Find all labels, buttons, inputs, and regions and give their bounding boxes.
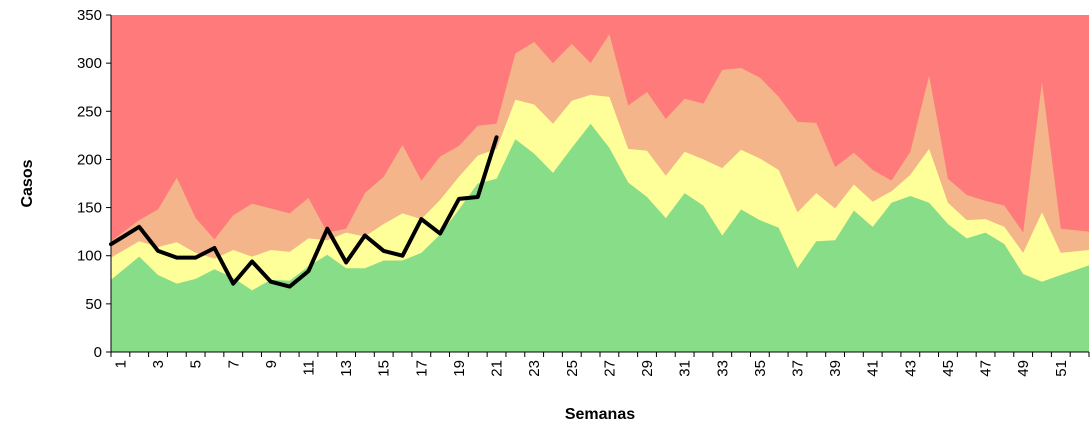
y-ticks: 0 50 100 150 200 250 300 350 [77, 7, 111, 361]
x-tick-label: 17 [413, 360, 430, 377]
x-tick-label: 9 [263, 360, 280, 368]
x-tick-label: 3 [150, 360, 167, 368]
x-tick-label: 45 [940, 360, 957, 377]
x-tick-label: 11 [300, 360, 317, 376]
y-tick-label: 150 [77, 200, 102, 217]
x-tick-label: 49 [1015, 360, 1032, 377]
x-tick-label: 21 [489, 360, 506, 377]
x-tick-label: 19 [451, 360, 468, 377]
band-green-area [111, 123, 1089, 352]
x-tick-label: 43 [902, 360, 919, 377]
y-tick-label: 350 [77, 7, 102, 24]
x-tick-label: 13 [338, 360, 355, 377]
y-tick-label: 50 [85, 296, 102, 313]
x-axis-title: Semanas [565, 406, 635, 423]
x-tick-label: 47 [978, 360, 995, 377]
x-tick-label: 37 [789, 360, 806, 377]
x-tick-label: 31 [677, 360, 694, 377]
x-tick-label: 35 [752, 360, 769, 377]
y-tick-label: 200 [77, 151, 102, 168]
y-tick-label: 100 [77, 248, 102, 265]
x-tick-label: 23 [526, 360, 543, 377]
x-tick-label: 41 [865, 360, 882, 377]
x-tick-label: 25 [564, 360, 581, 377]
bands-layer [111, 15, 1089, 353]
line-layer [109, 135, 499, 289]
x-tick-label: 5 [188, 360, 205, 368]
x-tick-label: 33 [714, 360, 731, 377]
y-tick-label: 300 [77, 55, 102, 72]
y-tick-label: 0 [94, 344, 102, 361]
x-tick-label: 15 [376, 360, 393, 377]
x-tick-label: 1 [112, 360, 129, 368]
y-axis-title: Casos [19, 159, 36, 207]
x-tick-label: 27 [601, 360, 618, 377]
current-cases-line [109, 135, 499, 289]
x-tick-label: 51 [1053, 360, 1070, 377]
x-tick-label: 39 [827, 360, 844, 377]
x-ticks: 1 3 5 7 9 11 13 15 17 19 21 23 25 27 29 31 33 35 37 39 41 43 4… [110, 352, 1090, 377]
x-tick-label: 29 [639, 360, 656, 377]
y-tick-label: 250 [77, 103, 102, 120]
x-tick-label: 7 [225, 360, 242, 368]
